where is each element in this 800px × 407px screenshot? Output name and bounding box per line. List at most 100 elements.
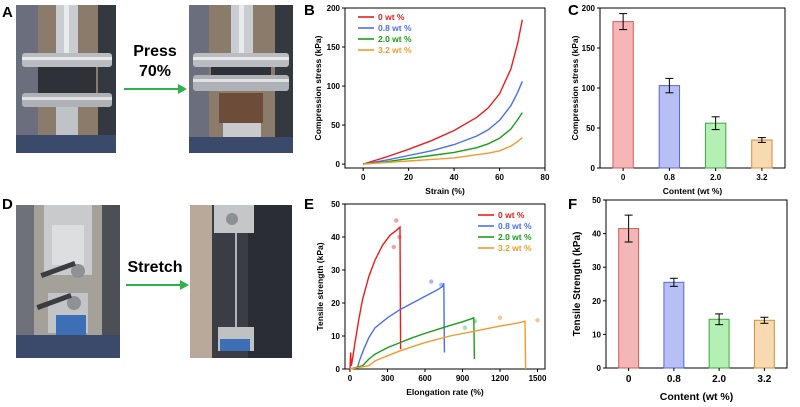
y-tick-label-50: 50 xyxy=(592,196,601,205)
y-tick-label-150: 150 xyxy=(327,43,341,52)
x-tick-label-1200: 1200 xyxy=(491,374,509,383)
x-tick-label-2-0: 2.0 xyxy=(710,173,722,182)
y-tick-label-200: 200 xyxy=(582,4,596,13)
bar-2-0 xyxy=(708,318,730,369)
press-caption-line1: Press xyxy=(133,43,177,60)
legend-label-3-2-wt: 3.2 wt % xyxy=(498,243,532,253)
y-tick-label-20: 20 xyxy=(592,297,601,306)
x-tick-label-3-2: 3.2 xyxy=(756,173,768,182)
x-tick-label-3-2: 3.2 xyxy=(757,374,771,385)
y-tick-label-50: 50 xyxy=(586,124,595,133)
y-tick-label-30: 30 xyxy=(592,263,601,272)
x-axis-label: Content (wt %) xyxy=(660,391,734,403)
x-tick-label-0-8: 0.8 xyxy=(664,173,676,182)
legend-label-0-wt: 0 wt % xyxy=(498,210,525,220)
series-line-0-8-wt xyxy=(349,282,446,370)
bar-0 xyxy=(618,228,640,369)
series-line-2-0-wt xyxy=(363,112,523,165)
legend-label-0-8-wt: 0.8 wt % xyxy=(378,23,412,33)
photo-tensile-after xyxy=(190,205,292,358)
x-tick-label-0-8: 0.8 xyxy=(667,374,681,385)
x-axis-label: Content (wt %) xyxy=(663,186,723,196)
plot-frame xyxy=(344,7,546,169)
y-tick-label-150: 150 xyxy=(582,44,596,53)
scatter-point-0 xyxy=(394,218,399,223)
x-tick-label-60: 60 xyxy=(495,173,504,182)
x-tick-label-40: 40 xyxy=(450,173,459,182)
series-line-3-2-wt xyxy=(363,137,523,165)
legend-label-0-wt: 0 wt % xyxy=(378,12,405,22)
panel-letter-f: F xyxy=(568,196,578,213)
x-tick-label-80: 80 xyxy=(541,173,550,182)
y-tick-label-50: 50 xyxy=(331,200,340,209)
legend-label-0-8-wt: 0.8 wt % xyxy=(498,221,532,231)
y-tick-label-40: 40 xyxy=(331,233,340,242)
panel-letter-c: C xyxy=(568,2,579,19)
bar-0-8 xyxy=(658,85,681,169)
plot-frame xyxy=(344,203,546,370)
legend-label-2-0-wt: 2.0 wt % xyxy=(498,232,532,242)
stretch-arrow xyxy=(126,280,189,290)
x-axis-label: Elongation rate (%) xyxy=(406,387,484,397)
y-axis-label: Tensile strength (kPa) xyxy=(315,242,325,330)
x-tick-label-0: 0 xyxy=(626,374,632,385)
panel-letter-d: D xyxy=(2,196,13,213)
photo-compression-before xyxy=(16,5,116,153)
press-arrow xyxy=(124,84,187,94)
stretch-caption: Stretch xyxy=(127,259,183,276)
y-tick-label-0: 0 xyxy=(336,365,341,374)
press-caption-line2: 70% xyxy=(138,63,172,80)
scatter-point-6 xyxy=(462,325,468,330)
photo-compression-after xyxy=(189,5,293,153)
y-axis-label: Compression stress (kPa) xyxy=(313,35,323,140)
series-line-0-8-wt xyxy=(363,81,523,165)
y-tick-label-100: 100 xyxy=(582,84,596,93)
x-tick-label-900: 900 xyxy=(456,374,470,383)
photo-tensile-before xyxy=(16,205,120,358)
bar-3-2 xyxy=(753,319,775,369)
bar-0-8 xyxy=(663,281,685,369)
series-line-3-2-wt xyxy=(349,320,527,370)
y-tick-label-50: 50 xyxy=(331,121,340,130)
legend-label-2-0-wt: 2.0 wt % xyxy=(378,34,412,44)
panel-letter-b: B xyxy=(304,2,315,19)
y-tick-label-10: 10 xyxy=(331,332,340,341)
x-tick-label-0: 0 xyxy=(621,173,626,182)
x-tick-label-300: 300 xyxy=(381,374,395,383)
press-caption: Press 70% xyxy=(128,42,182,82)
plot-frame xyxy=(605,199,788,369)
series-line-0-wt xyxy=(349,225,402,370)
x-tick-label-0: 0 xyxy=(348,374,353,383)
y-tick-label-30: 30 xyxy=(331,266,340,275)
y-tick-label-40: 40 xyxy=(592,230,601,239)
y-tick-label-200: 200 xyxy=(327,4,341,13)
chart-b-compression-curves: 0 20 40 60 80 0 50 100 150 200 Strain (%) Compressi… xyxy=(313,4,550,196)
x-tick-label-0: 0 xyxy=(361,173,366,182)
x-tick-label-1500: 1500 xyxy=(529,374,547,383)
series-line-0-wt xyxy=(362,19,523,165)
y-tick-label-100: 100 xyxy=(327,82,341,91)
scatter-point-7 xyxy=(497,315,503,321)
x-tick-label-600: 600 xyxy=(418,374,432,383)
scatter-point-3 xyxy=(429,279,434,284)
bar-3-2 xyxy=(751,139,773,169)
y-tick-label-10: 10 xyxy=(592,330,601,339)
y-tick-label-0: 0 xyxy=(336,160,341,169)
scatter-point-8 xyxy=(535,317,540,323)
legend-label-3-2-wt: 3.2 wt % xyxy=(378,45,412,55)
x-tick-label-20: 20 xyxy=(404,173,413,182)
scatter-point-2 xyxy=(391,244,396,250)
y-axis-label: Tensile Strength (kPa) xyxy=(572,232,583,337)
chart-e-tensile-curves: 0 300 600 900 1200 1500 0 10 20 30 40 50 Elongation … xyxy=(315,200,547,397)
panel-letter-e: E xyxy=(304,196,315,213)
bar-0 xyxy=(612,21,634,169)
chart-f-tensile-bars: 0 10 20 30 40 50 0 0.8 2.0 3.2 Content (wt %) Tensi… xyxy=(572,196,788,403)
x-axis-label: Strain (%) xyxy=(425,186,465,196)
y-axis-label: Compression stress (kPa) xyxy=(570,35,580,140)
y-tick-label-0: 0 xyxy=(597,364,602,373)
y-tick-label-0: 0 xyxy=(591,164,596,173)
y-tick-label-20: 20 xyxy=(331,299,340,308)
x-tick-label-2-0: 2.0 xyxy=(712,374,726,385)
chart-c-compression-bars: 0 50 100 150 200 0 0.8 2.0 3.2 Content (wt %) Comp… xyxy=(570,4,786,196)
panel-letter-a: A xyxy=(2,4,13,21)
